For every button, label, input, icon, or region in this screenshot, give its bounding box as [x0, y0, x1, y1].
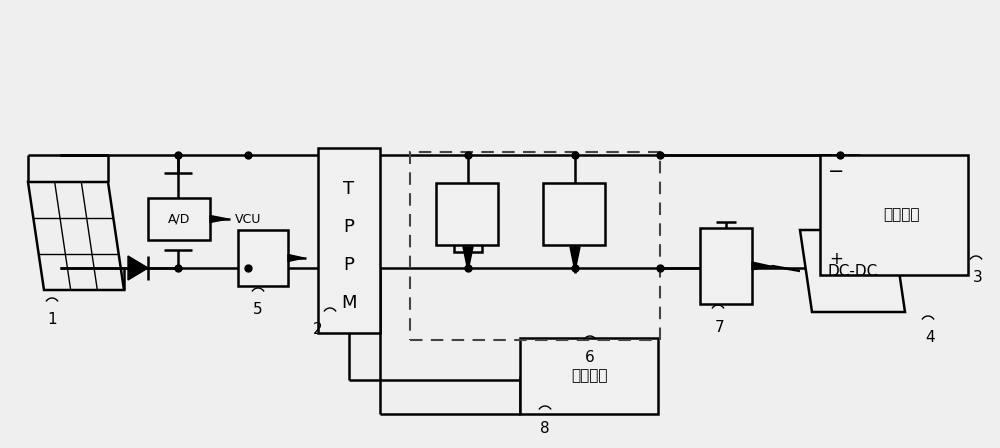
Polygon shape: [128, 256, 148, 280]
Text: T: T: [343, 180, 355, 198]
Bar: [238, 230, 288, 286]
Bar: [318, 148, 380, 333]
Text: 储能电池: 储能电池: [884, 207, 920, 223]
Bar: [454, 210, 482, 252]
Bar: [148, 198, 210, 240]
Text: 1: 1: [47, 313, 57, 327]
Text: P: P: [344, 218, 354, 236]
Text: A/D: A/D: [168, 212, 190, 225]
Text: +: +: [829, 250, 843, 268]
Text: M: M: [341, 294, 357, 312]
Text: 5: 5: [253, 302, 263, 318]
Text: VCU: VCU: [235, 212, 261, 225]
Bar: [543, 183, 605, 245]
Text: 8: 8: [540, 421, 550, 435]
Bar: [436, 183, 498, 245]
Bar: [700, 228, 752, 304]
Bar: [520, 338, 658, 414]
Polygon shape: [210, 215, 228, 223]
Text: 6: 6: [585, 350, 595, 366]
Polygon shape: [463, 247, 473, 271]
Text: DC-DC: DC-DC: [827, 263, 878, 279]
Text: 7: 7: [715, 320, 725, 336]
Text: 2: 2: [313, 323, 323, 337]
Bar: [820, 155, 968, 275]
Polygon shape: [288, 254, 304, 262]
Polygon shape: [570, 247, 580, 271]
Text: P: P: [344, 256, 354, 274]
Text: −: −: [828, 161, 844, 181]
Bar: [410, 152, 660, 340]
Text: 3: 3: [973, 271, 983, 285]
Text: 4: 4: [925, 331, 935, 345]
Polygon shape: [800, 230, 905, 312]
Polygon shape: [752, 262, 770, 270]
Text: 显示系统: 显示系统: [571, 369, 607, 383]
